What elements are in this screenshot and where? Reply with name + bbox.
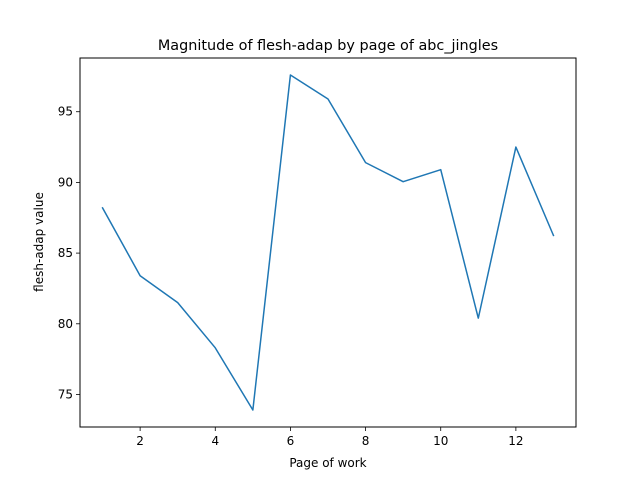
y-axis-ticks: 75 80 85 90 95 [58,105,80,401]
y-tick-label: 80 [58,317,73,331]
chart-title: Magnitude of flesh-adap by page of abc_j… [158,38,498,54]
x-tick-label: 8 [362,434,370,448]
plot-frame [79,57,577,428]
y-tick-label: 85 [58,246,73,260]
x-axis-ticks: 2 4 6 8 10 12 [136,427,524,448]
y-tick-label: 95 [58,105,73,119]
x-axis-title: Page of work [289,456,366,470]
x-tick-label: 6 [287,434,295,448]
x-tick-label: 2 [136,434,144,448]
x-tick-label: 12 [508,434,523,448]
y-axis-title: flesh-adap value [32,192,46,292]
y-tick-label: 75 [58,387,73,401]
plot-area [101,74,555,411]
x-tick-label: 10 [433,434,448,448]
y-tick-label: 90 [58,175,73,189]
x-tick-label: 4 [211,434,219,448]
